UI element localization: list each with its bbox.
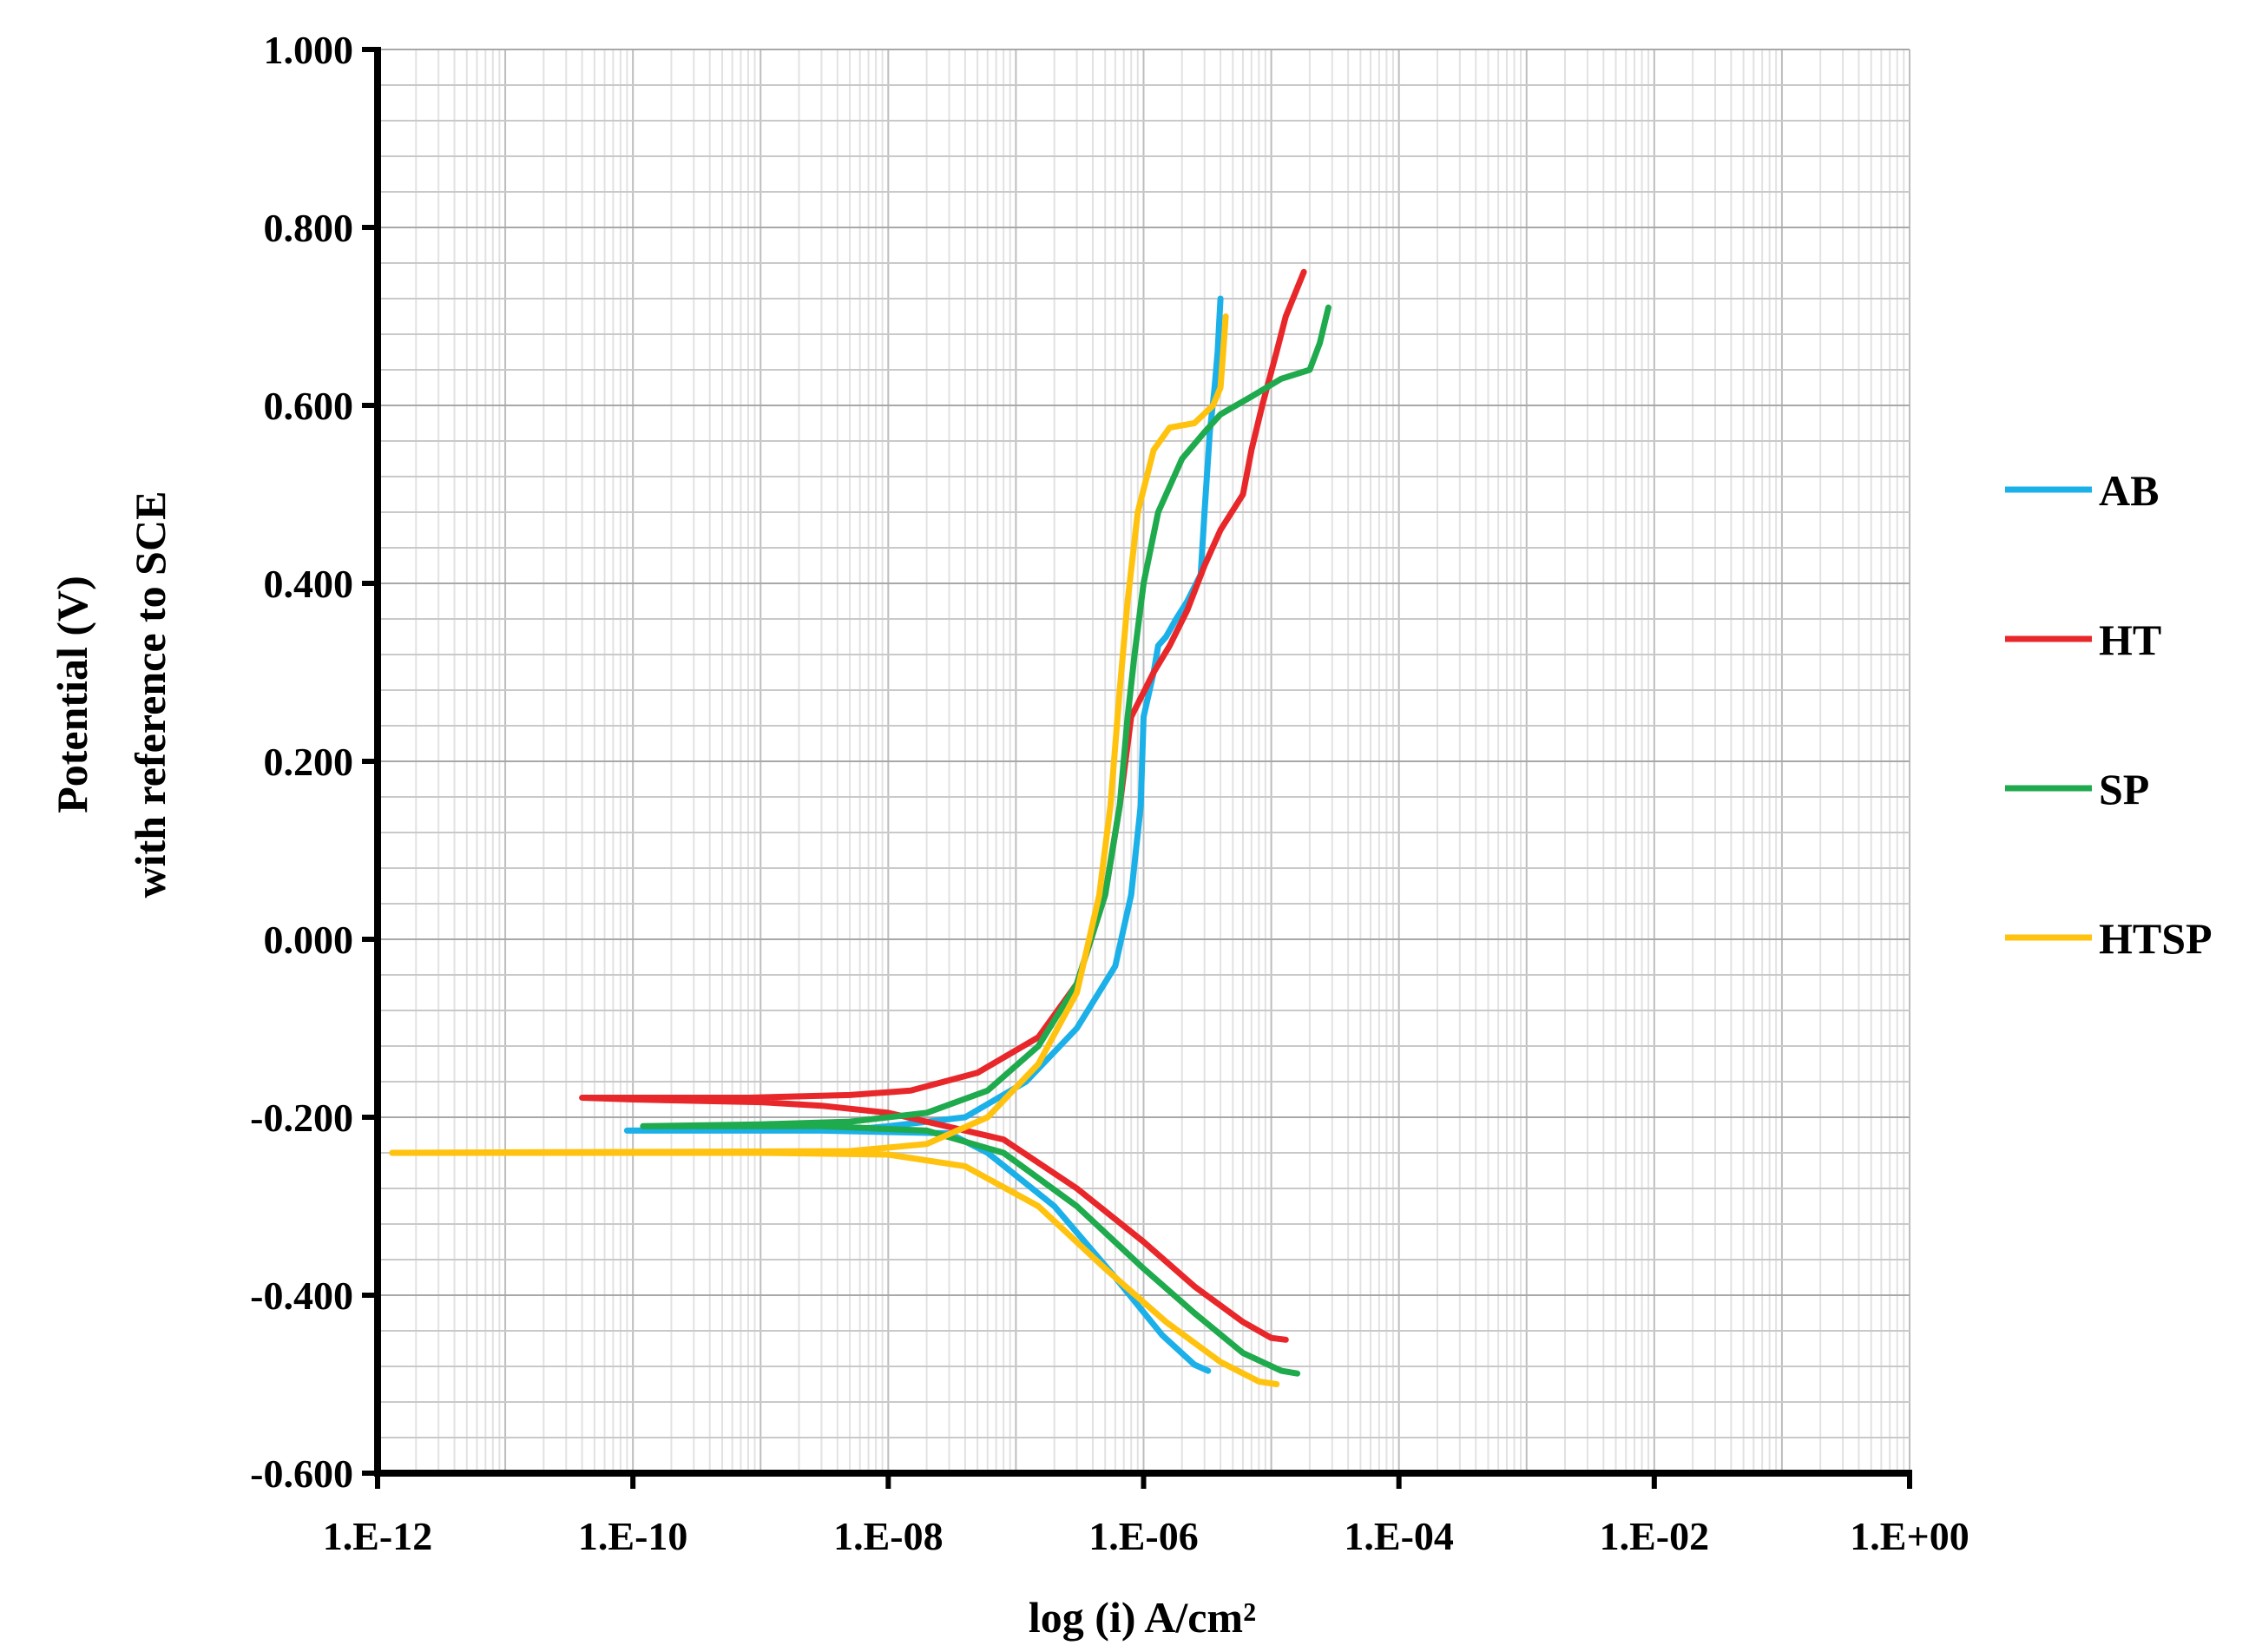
- gridlines: [377, 49, 1910, 1474]
- y-axis-title-line1: Potential (V): [48, 576, 96, 813]
- y-tick-label: -0.400: [250, 1274, 353, 1318]
- series-line-htsp: [389, 313, 1280, 1387]
- x-tick-label: 1.E-02: [1600, 1514, 1710, 1558]
- y-tick-labels: 1.000 0.800 0.600 0.400 0.200 0.000 -0.200 -0.4…: [250, 28, 353, 1496]
- x-tick-label: 1.E-12: [323, 1514, 433, 1558]
- legend-label-sp: SP: [2099, 765, 2149, 813]
- x-tick-label: 1.E-10: [578, 1514, 688, 1558]
- x-tick-labels: 1.E-12 1.E-10 1.E-08 1.E-06 1.E-04 1.E-02 1.E+…: [323, 1514, 1969, 1558]
- series-line-sp: [640, 304, 1332, 1377]
- legend-label-ab: AB: [2099, 466, 2159, 515]
- series-lines: [389, 268, 1332, 1387]
- legend-label-htsp: HTSP: [2099, 914, 2213, 963]
- x-tick-label: 1.E+00: [1850, 1514, 1969, 1558]
- x-tick-label: 1.E-04: [1344, 1514, 1454, 1558]
- x-tick-label: 1.E-06: [1088, 1514, 1199, 1558]
- y-tick-label: 1.000: [264, 28, 354, 72]
- y-tick-label: -0.200: [250, 1096, 353, 1140]
- y-tick-label: -0.600: [250, 1451, 353, 1496]
- y-tick-label: 0.000: [264, 918, 354, 962]
- y-tick-label: 0.800: [264, 206, 354, 250]
- x-tick-label: 1.E-08: [833, 1514, 944, 1558]
- axes: [362, 47, 1912, 1489]
- y-axis-title-line2: with reference to SCE: [126, 491, 174, 898]
- legend-label-ht: HT: [2099, 615, 2161, 664]
- series-line-ht: [579, 268, 1307, 1343]
- y-tick-label: 0.200: [264, 740, 354, 784]
- x-axis-title: log (i) A/cm²: [1029, 1593, 1256, 1642]
- y-tick-label: 0.400: [264, 562, 354, 606]
- series-line-ab: [623, 295, 1224, 1374]
- y-tick-label: 0.600: [264, 384, 354, 428]
